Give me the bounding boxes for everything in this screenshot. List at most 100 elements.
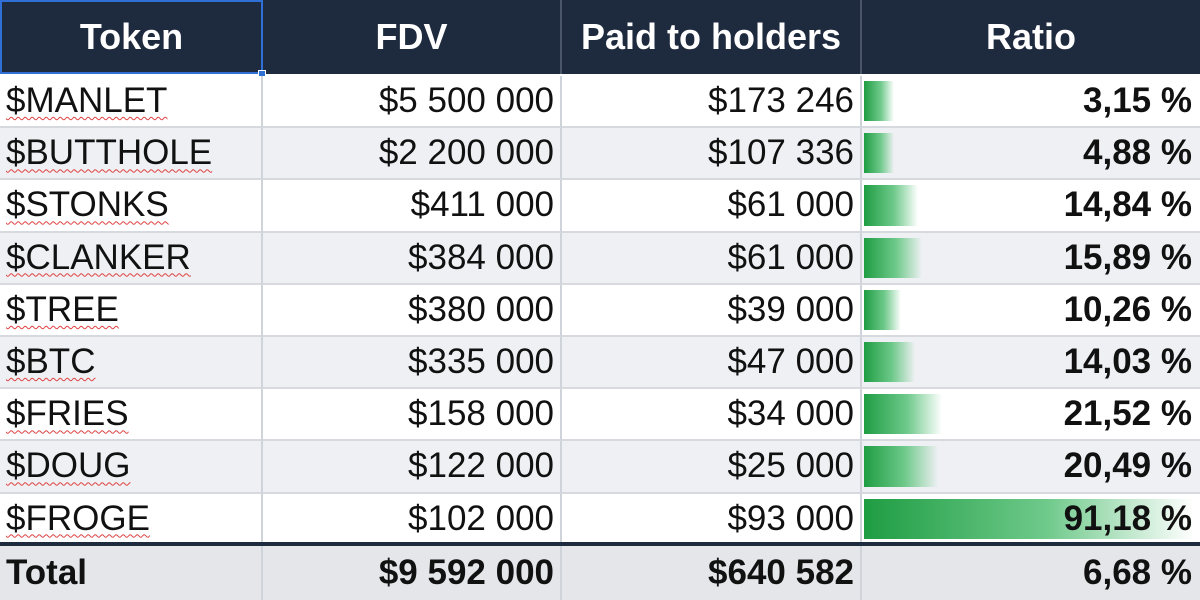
token-cell-text: $FRIES [6,394,129,434]
paid-cell[interactable]: $173 246 [562,76,862,129]
table-row: $FROGE $102 000 $93 000 91,18 % [0,493,1200,546]
ratio-cell-text: 10,26 % [1063,289,1192,329]
fdv-cell[interactable]: $5 500 000 [263,76,562,129]
ratio-cell[interactable]: 10,26 % [862,285,1200,337]
ratio-data-bar [864,394,942,435]
total-paid[interactable]: $640 582 [562,546,862,600]
token-cell[interactable]: $CLANKER [0,232,263,285]
ratio-data-bar [864,446,939,487]
fdv-cell-text: $5 500 000 [378,81,554,121]
ratio-cell-text: 4,88 % [1083,133,1192,173]
fdv-cell[interactable]: $102 000 [263,493,562,546]
table-row: $TREE $380 000 $39 000 10,26 % [0,284,1200,337]
ratio-cell-text: 21,52 % [1063,394,1192,434]
table-row: $CLANKER $384 000 $61 000 15,89 % [0,232,1200,285]
ratio-data-bar [864,133,894,174]
table-row: $BTC $335 000 $47 000 14,03 % [0,337,1200,390]
table-row: $STONKS $411 000 $61 000 14,84 % [0,180,1200,233]
fdv-cell-text: $380 000 [408,289,554,329]
paid-cell-text: $39 000 [727,289,854,329]
header-row: Token FDV Paid to holders Ratio [0,0,1200,74]
paid-cell[interactable]: $34 000 [562,389,862,442]
token-cell-text: $BTC [6,342,96,382]
paid-cell[interactable]: $47 000 [562,337,862,390]
paid-cell[interactable]: $39 000 [562,284,862,337]
token-cell[interactable]: $STONKS [0,180,263,233]
ratio-data-bar [864,498,1194,539]
fdv-cell-text: $158 000 [408,394,554,434]
token-cell-text: $STONKS [6,185,169,225]
paid-cell[interactable]: $25 000 [562,441,862,494]
ratio-data-bar [864,289,902,330]
paid-cell-text: $93 000 [727,498,854,538]
header-token[interactable]: Token [0,0,263,74]
token-cell-text: $CLANKER [6,237,191,277]
ratio-cell-text: 3,15 % [1083,81,1192,121]
paid-cell[interactable]: $93 000 [562,493,862,546]
paid-cell[interactable]: $61 000 [562,180,862,233]
ratio-cell-text: 14,84 % [1063,185,1192,225]
ratio-data-bar [864,342,915,383]
total-row: Total $9 592 000 $640 582 6,68 % [0,546,1200,600]
token-cell[interactable]: $DOUG [0,441,263,494]
fdv-cell[interactable]: $2 200 000 [263,128,562,181]
fdv-cell[interactable]: $335 000 [263,337,562,390]
ratio-data-bar [864,81,894,122]
paid-cell-text: $107 336 [708,133,854,173]
header-fdv[interactable]: FDV [263,0,562,74]
header-ratio[interactable]: Ratio [986,16,1076,57]
paid-cell[interactable]: $61 000 [562,232,862,285]
ratio-cell[interactable]: 15,89 % [862,233,1200,285]
ratio-cell[interactable]: 4,88 % [862,128,1200,181]
fdv-cell[interactable]: $158 000 [263,389,562,442]
paid-cell[interactable]: $107 336 [562,128,862,181]
total-label[interactable]: Total [0,546,263,600]
total-divider [0,542,1200,546]
fdv-cell-text: $122 000 [408,446,554,486]
ratio-data-bar [864,185,918,226]
paid-cell-text: $47 000 [727,342,854,382]
token-cell-text: $MANLET [6,81,168,121]
ratio-cell[interactable]: 20,49 % [862,441,1200,494]
fdv-cell-text: $2 200 000 [378,133,554,173]
token-cell-text: $FROGE [6,498,150,538]
ratio-cell-text: 91,18 % [1063,498,1192,538]
ratio-cell[interactable]: 3,15 % [862,76,1200,129]
token-cell[interactable]: $BTC [0,337,263,390]
ratio-cell[interactable]: 21,52 % [862,389,1200,442]
token-cell[interactable]: $BUTTHOLE [0,128,263,181]
ratio-cell-text: 14,03 % [1063,342,1192,382]
fdv-cell-text: $102 000 [408,498,554,538]
paid-cell-text: $61 000 [727,237,854,277]
ratio-cell-text: 15,89 % [1063,237,1192,277]
table-row: $BUTTHOLE $2 200 000 $107 336 4,88 % [0,128,1200,181]
fdv-cell[interactable]: $411 000 [263,180,562,233]
ratio-cell[interactable]: 14,03 % [862,337,1200,390]
ratio-data-bar [864,237,922,278]
table-row: $DOUG $122 000 $25 000 20,49 % [0,441,1200,494]
token-cell[interactable]: $FROGE [0,493,263,546]
paid-cell-text: $25 000 [727,446,854,486]
token-cell[interactable]: $FRIES [0,389,263,442]
ratio-cell[interactable]: 14,84 % [862,180,1200,233]
paid-cell-text: $173 246 [708,81,854,121]
paid-cell-text: $34 000 [727,394,854,434]
fdv-cell[interactable]: $380 000 [263,284,562,337]
table-row: $MANLET $5 500 000 $173 246 3,15 % [0,76,1200,129]
fdv-cell[interactable]: $122 000 [263,441,562,494]
header-paid-to-holders[interactable]: Paid to holders [562,0,862,74]
table-row: $FRIES $158 000 $34 000 21,52 % [0,389,1200,442]
token-cell-text: $TREE [6,289,119,329]
token-cell[interactable]: $MANLET [0,76,263,129]
fdv-cell[interactable]: $384 000 [263,232,562,285]
total-ratio[interactable]: 6,68 % [1083,553,1192,592]
total-fdv[interactable]: $9 592 000 [263,546,562,600]
fdv-cell-text: $384 000 [408,237,554,277]
fdv-cell-text: $411 000 [410,185,554,225]
ratio-cell-text: 20,49 % [1063,446,1192,486]
ratio-cell[interactable]: 91,18 % [862,494,1200,546]
token-cell[interactable]: $TREE [0,284,263,337]
token-cell-text: $DOUG [6,446,131,486]
paid-cell-text: $61 000 [727,185,854,225]
